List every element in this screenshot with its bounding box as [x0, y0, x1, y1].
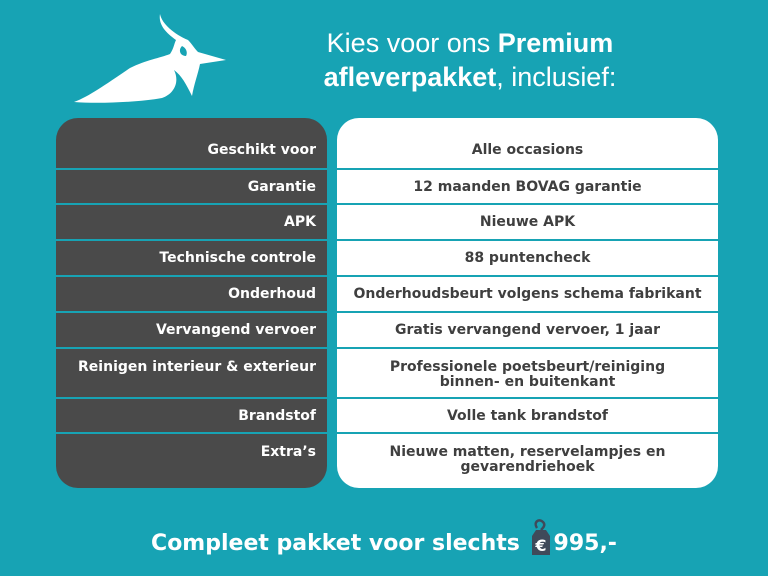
row-divider	[56, 275, 327, 277]
value-text: Nieuwe APK	[479, 214, 576, 230]
label-text: Extra’s	[260, 444, 316, 460]
row-label: Vervangend vervoer	[56, 313, 327, 347]
row-label: APK	[56, 205, 327, 239]
row-label: Reinigen interieur & exterieur	[56, 349, 327, 397]
price: 995,-	[553, 531, 617, 556]
row-divider	[337, 311, 718, 313]
row-value: Alle occasions	[337, 118, 718, 168]
value-text: Gratis vervangend vervoer, 1 jaar	[394, 322, 660, 338]
label-text: Onderhoud	[228, 286, 316, 302]
label-text: Vervangend vervoer	[155, 322, 316, 338]
value-text-line2: gevarendriehoek	[460, 459, 595, 475]
value-text: 12 maanden BOVAG garantie	[413, 179, 642, 195]
row-label: Technische controle	[56, 241, 327, 275]
page-title: Kies voor ons Premium afleverpakket, inc…	[323, 28, 617, 92]
price-footer: Compleet pakket voor slechts € 995,-	[0, 518, 768, 556]
row-divider	[56, 432, 327, 434]
lapwing-logo-icon	[74, 14, 226, 103]
value-text: 88 puntencheck	[464, 250, 591, 266]
value-text: Nieuwe matten, reservelampjes en	[389, 444, 666, 460]
value-text: Professionele poetsbeurt/reiniging	[389, 359, 666, 375]
row-value: Professionele poetsbeurt/reiniging binnen…	[337, 349, 718, 397]
row-divider	[337, 203, 718, 205]
value-text: Alle occasions	[471, 142, 584, 158]
row-divider	[56, 239, 327, 241]
label-text: Garantie	[247, 179, 316, 195]
label-text: APK	[284, 214, 316, 230]
label-text: Geschikt voor	[207, 142, 316, 158]
row-divider	[56, 397, 327, 399]
row-value: Nieuwe matten, reservelampjes en gevarend…	[337, 434, 718, 488]
value-text-line2: binnen- en buitenkant	[439, 374, 616, 390]
label-text: Technische controle	[159, 250, 316, 266]
row-value: Volle tank brandstof	[337, 399, 718, 432]
price-tag-icon: €	[531, 519, 550, 555]
row-divider	[337, 239, 718, 241]
label-text: Reinigen interieur & exterieur	[78, 359, 316, 375]
label-text: Brandstof	[238, 408, 316, 424]
row-label: Garantie	[56, 170, 327, 203]
row-value: 12 maanden BOVAG garantie	[337, 170, 718, 203]
row-divider	[337, 275, 718, 277]
value-text: Onderhoudsbeurt volgens schema fabrikant	[353, 286, 702, 302]
row-divider	[56, 347, 327, 349]
row-value: Onderhoudsbeurt volgens schema fabrikant	[337, 277, 718, 311]
svg-text:€: €	[534, 536, 546, 555]
feature-labels-panel: Geschikt voor Garantie APK Technische contr…	[56, 118, 327, 488]
row-divider	[337, 397, 718, 399]
value-text: Volle tank brandstof	[446, 408, 609, 424]
row-label: Brandstof	[56, 399, 327, 432]
row-divider	[56, 203, 327, 205]
footer-text: Compleet pakket voor slechts	[151, 531, 520, 556]
row-label: Geschikt voor	[56, 118, 327, 168]
feature-values-panel: Alle occasions 12 maanden BOVAG garantie N…	[337, 118, 718, 488]
row-value: 88 puntencheck	[337, 241, 718, 275]
row-divider	[56, 168, 327, 170]
row-divider	[56, 311, 327, 313]
row-label: Extra’s	[56, 434, 327, 488]
row-value: Gratis vervangend vervoer, 1 jaar	[337, 313, 718, 347]
row-divider	[337, 432, 718, 434]
row-divider	[337, 168, 718, 170]
row-divider	[337, 347, 718, 349]
row-value: Nieuwe APK	[337, 205, 718, 239]
row-label: Onderhoud	[56, 277, 327, 311]
